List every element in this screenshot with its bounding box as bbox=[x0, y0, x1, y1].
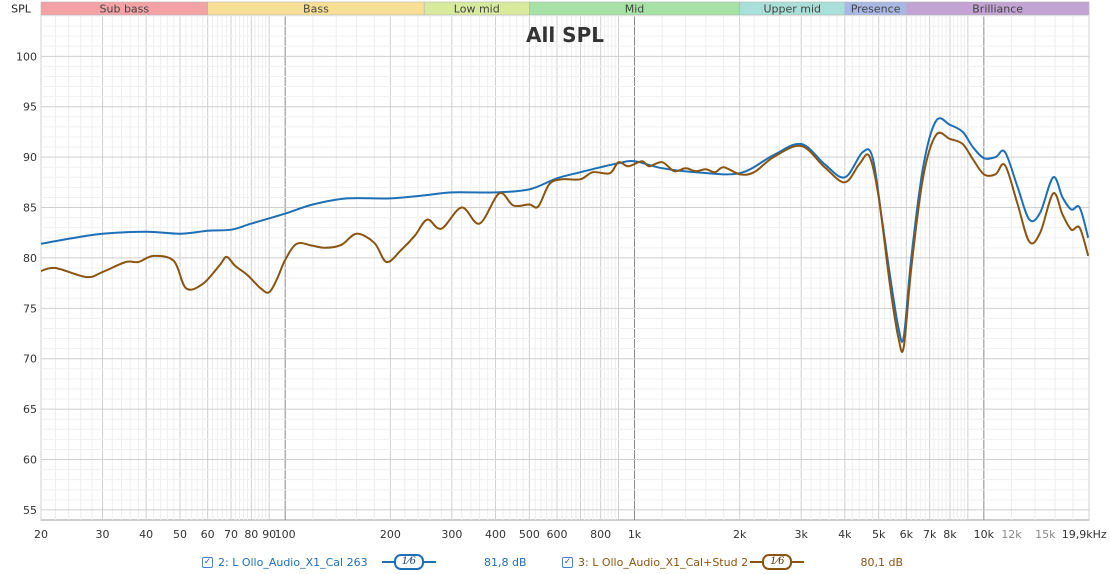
smoothing-value-2: 1⁄6 bbox=[393, 554, 425, 570]
smoothing-selector-3[interactable]: 1⁄6 bbox=[750, 554, 805, 570]
x-tick-label: 50 bbox=[173, 528, 187, 541]
x-tick-label: 600 bbox=[547, 528, 568, 541]
y-tick-label: 85 bbox=[23, 202, 37, 215]
band-label: Upper mid bbox=[763, 3, 821, 16]
band-label: Presence bbox=[851, 3, 901, 16]
y-tick-label: 90 bbox=[23, 151, 37, 164]
x-tick-label: 400 bbox=[485, 528, 506, 541]
x-tick-label: 15k bbox=[1035, 528, 1056, 541]
x-tick-label: 1k bbox=[628, 528, 642, 541]
legend-value-3: 80,1 dB bbox=[860, 555, 904, 569]
x-tick-label: 200 bbox=[380, 528, 401, 541]
x-tick-label: 4k bbox=[838, 528, 852, 541]
x-tick-label: 800 bbox=[590, 528, 611, 541]
x-tick-label: 90 bbox=[262, 528, 276, 541]
series-line-2 bbox=[40, 117, 1090, 343]
x-tick-label: 5k bbox=[872, 528, 886, 541]
y-tick-label: 80 bbox=[23, 252, 37, 265]
y-axis-label: SPL bbox=[11, 3, 32, 16]
legend-checkbox-3[interactable]: ✓ bbox=[562, 556, 573, 568]
x-tick-label: 60 bbox=[201, 528, 215, 541]
band-label: Mid bbox=[625, 3, 645, 16]
y-tick-label: 55 bbox=[23, 504, 37, 517]
band-label: Brilliance bbox=[972, 3, 1023, 16]
series-line-3 bbox=[40, 131, 1090, 353]
y-tick-label: 75 bbox=[23, 302, 37, 315]
band-label: Sub bass bbox=[100, 3, 150, 16]
y-tick-label: 65 bbox=[23, 403, 37, 416]
x-tick-label: 12k bbox=[1001, 528, 1022, 541]
legend-value-2: 81,8 dB bbox=[484, 555, 527, 569]
smoothing-value-3: 1⁄6 bbox=[762, 554, 793, 570]
x-tick-label: 70 bbox=[224, 528, 238, 541]
x-tick-label: 20 bbox=[34, 528, 48, 541]
chart-title: All SPL bbox=[526, 23, 604, 47]
x-tick-label: 19,9kHz bbox=[1062, 528, 1107, 541]
band-label: Bass bbox=[303, 3, 329, 16]
band-brilliance bbox=[906, 1, 1090, 16]
x-tick-label: 300 bbox=[441, 528, 462, 541]
x-tick-label: 2k bbox=[733, 528, 747, 541]
x-tick-label: 80 bbox=[244, 528, 258, 541]
x-tick-label: 7k bbox=[923, 528, 937, 541]
x-tick-label: 10k bbox=[974, 528, 995, 541]
x-tick-label: 8k bbox=[943, 528, 957, 541]
legend-entry-2: ✓ 2: L Ollo_Audio_X1_Cal 263 1⁄6 81,8 dB bbox=[202, 553, 527, 571]
y-tick-label: 95 bbox=[23, 101, 37, 114]
y-tick-label: 60 bbox=[23, 454, 37, 467]
spl-chart: Sub bass Bass Low mid Mid Upper mid Presence B… bbox=[11, 1, 1107, 541]
smoothing-selector-2[interactable]: 1⁄6 bbox=[381, 554, 437, 570]
legend-label-3: 3: L Ollo_Audio_X1_Cal+Stud 2 bbox=[578, 555, 749, 569]
x-tick-label: 100 bbox=[275, 528, 296, 541]
x-tick-label: 3k bbox=[794, 528, 808, 541]
x-tick-label: 500 bbox=[519, 528, 540, 541]
legend-label-2: 2: L Ollo_Audio_X1_Cal 263 bbox=[218, 555, 368, 569]
band-label: Low mid bbox=[454, 3, 500, 16]
legend-checkbox-2[interactable]: ✓ bbox=[202, 556, 213, 568]
legend-entry-3: ✓ 3: L Ollo_Audio_X1_Cal+Stud 2 1⁄6 80,1… bbox=[562, 553, 903, 571]
y-tick-label: 100 bbox=[16, 50, 37, 63]
x-tick-label: 40 bbox=[139, 528, 153, 541]
x-tick-label: 6k bbox=[900, 528, 914, 541]
y-tick-label: 70 bbox=[23, 353, 37, 366]
x-tick-label: 30 bbox=[96, 528, 110, 541]
